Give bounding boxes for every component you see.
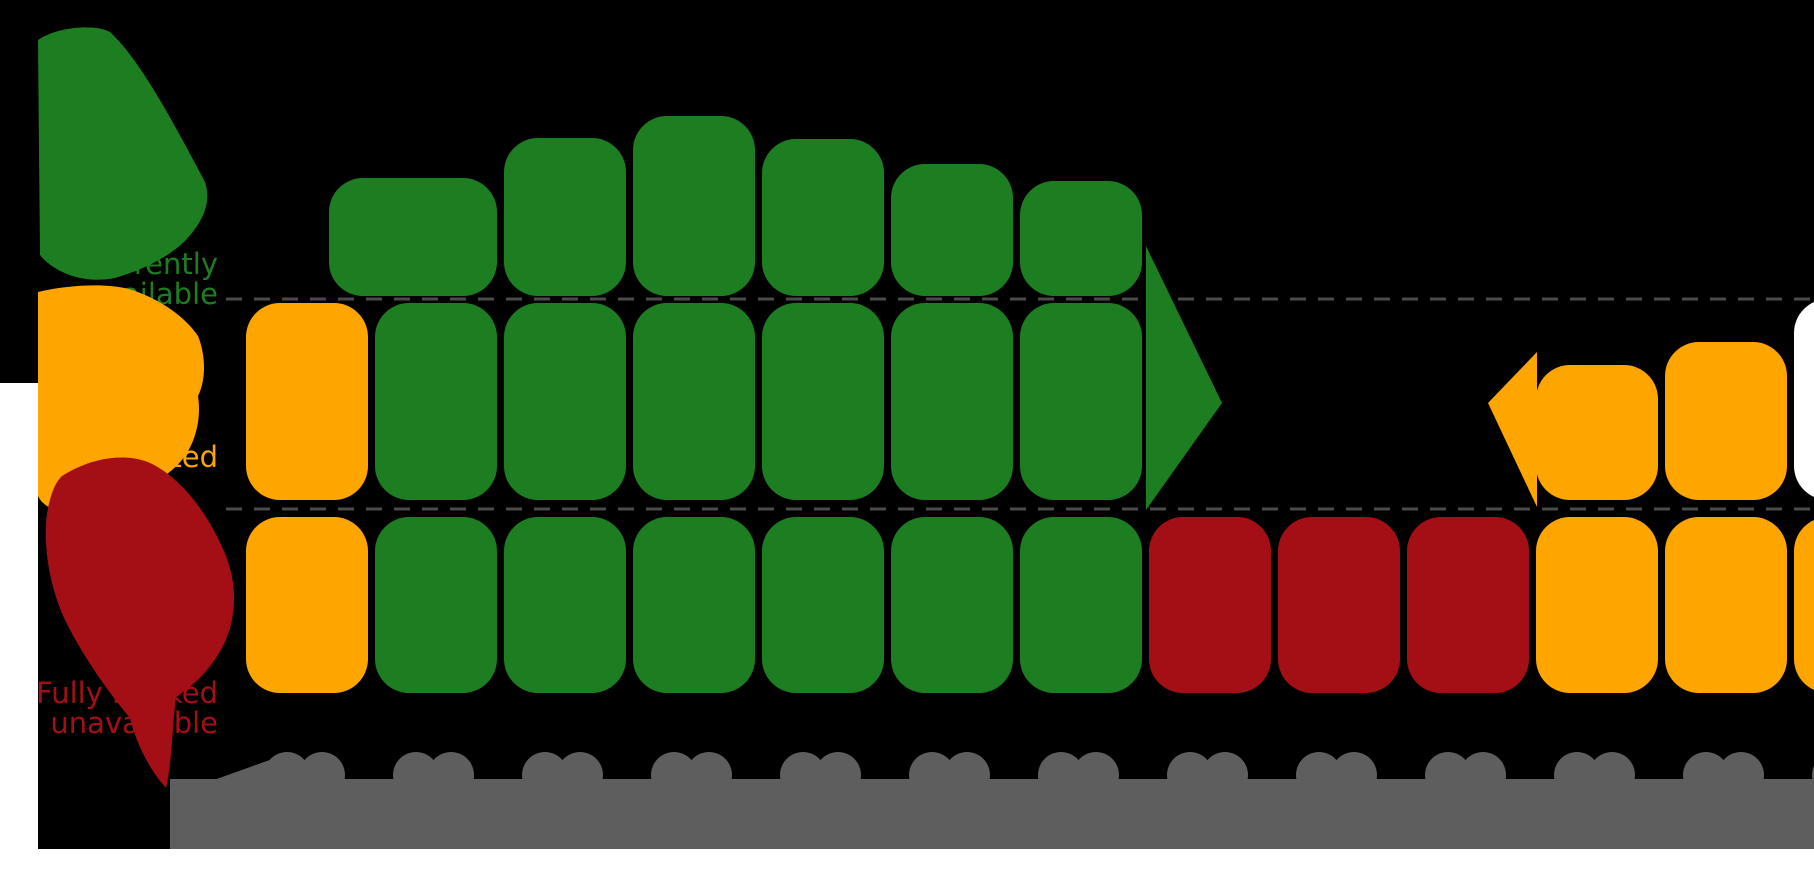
- status-cell-lane3: [1665, 517, 1787, 693]
- x-tick-label-blob: [909, 752, 955, 798]
- limited-status-blob-icon: [38, 285, 204, 514]
- x-tick-label-blob: [1296, 752, 1342, 798]
- status-cell-lane3: [1149, 517, 1271, 693]
- status-cell-lane3: [246, 517, 368, 693]
- status-cell-lane3: [891, 517, 1013, 693]
- status-cell-lane1: [891, 164, 1013, 296]
- x-tick-label-blob: [686, 752, 732, 798]
- status-cell-lane2: [1665, 342, 1787, 500]
- status-cells: [246, 116, 1814, 693]
- status-wedge-left: [1488, 352, 1537, 507]
- x-tick-label-blob: [1554, 752, 1600, 798]
- x-tick-label-blob: [1202, 752, 1248, 798]
- x-tick-label-blob: [1683, 752, 1729, 798]
- x-tick-label-blob: [1167, 752, 1213, 798]
- status-cell-lane1: [329, 178, 497, 296]
- status-cell-lane3: [1536, 517, 1658, 693]
- status-cell-lane3: [1278, 517, 1400, 693]
- x-tick-label-blob: [1425, 752, 1471, 798]
- status-cell-lane2: [375, 303, 497, 500]
- status-cell-lane2: [762, 303, 884, 500]
- status-cell-lane2: [1020, 303, 1142, 500]
- status-cell-lane1: [504, 138, 626, 296]
- x-tick-label-blob: [522, 752, 568, 798]
- x-tick-label-blob: [944, 752, 990, 798]
- available-status-blob-icon: [38, 27, 208, 280]
- status-cell-lane3: [1794, 520, 1814, 690]
- x-tick-label-blob: [393, 752, 439, 798]
- status-cell-lane3: [504, 517, 626, 693]
- status-cell-lane3: [375, 517, 497, 693]
- x-tick-label-blob: [264, 752, 310, 798]
- status-cell-lane1: [1020, 181, 1142, 296]
- status-cell-lane2: [504, 303, 626, 500]
- x-tick-label-blob: [557, 752, 603, 798]
- x-tick-label-blob: [1589, 752, 1635, 798]
- x-tick-label-blob: [1073, 752, 1119, 798]
- status-wedge-right: [1146, 246, 1222, 510]
- booked-status-blob-icon: [45, 457, 235, 788]
- x-tick-label-blob: [1038, 752, 1084, 798]
- x-axis-tick-labels: [170, 752, 1814, 849]
- x-tick-label-blob: [1718, 752, 1764, 798]
- status-cell-lane3: [1020, 517, 1142, 693]
- status-cell-lane2: [891, 303, 1013, 500]
- x-tick-label-blob: [780, 752, 826, 798]
- status-cell-lane3: [633, 517, 755, 693]
- x-tick-label-blob: [1331, 752, 1377, 798]
- left-margin: [0, 383, 38, 873]
- x-tick-label-blob: [651, 752, 697, 798]
- status-cell-lane3: [1407, 517, 1529, 693]
- x-tick-label-blob: [428, 752, 474, 798]
- status-cell-lane2: [246, 303, 368, 500]
- bottom-margin-cover: [0, 849, 1814, 873]
- x-tick-label-blob: [299, 752, 345, 798]
- status-cell-lane1: [762, 139, 884, 296]
- status-cell-lane2: [1794, 302, 1814, 497]
- status-cell-lane2: [633, 303, 755, 500]
- status-cell-lane3: [762, 517, 884, 693]
- status-cell-lane2: [1536, 365, 1658, 500]
- status-cell-lane1: [633, 116, 755, 296]
- x-tick-label-blob: [1460, 752, 1506, 798]
- x-tick-label-blob: [815, 752, 861, 798]
